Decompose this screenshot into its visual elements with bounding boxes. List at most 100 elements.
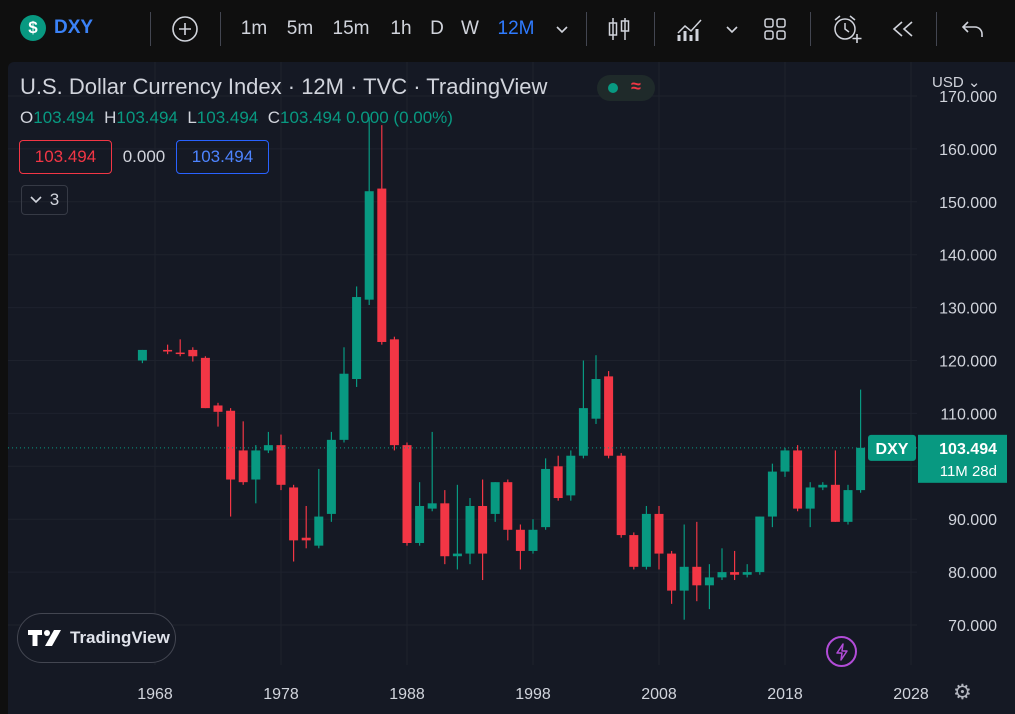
chart-settings-gear-icon[interactable]: ⚙	[953, 681, 972, 704]
indicators-count: 3	[49, 190, 60, 209]
candle-body	[301, 537, 311, 541]
indicators-button[interactable]	[674, 14, 706, 44]
delayed-data-icon: ≈	[631, 76, 641, 96]
candle-body	[238, 450, 248, 483]
currency-selector[interactable]: USD ⌄	[932, 73, 980, 91]
x-tick-label: 2028	[893, 686, 929, 703]
chart-type-button[interactable]	[604, 14, 634, 44]
tradingview-logo-text: TradingView	[70, 628, 170, 647]
sell-price-button[interactable]: 103.494	[19, 140, 112, 174]
candle	[326, 431, 336, 522]
y-tick-label: 140.000	[939, 248, 997, 265]
buy-price-button[interactable]: 103.494	[176, 140, 269, 174]
candle-body	[629, 535, 639, 567]
last-price-text: 103.494	[939, 441, 997, 458]
ohlc-values: O103.494 H103.494 L103.494 C103.494 0.00…	[20, 108, 453, 128]
candle-body	[377, 188, 387, 342]
indicators-dropdown-button[interactable]	[722, 14, 742, 44]
candle-body	[389, 339, 399, 446]
candle-body	[503, 482, 513, 530]
high-label: H	[104, 108, 117, 127]
grid-lines	[8, 62, 917, 665]
candle-body	[805, 487, 815, 509]
candle	[629, 532, 639, 570]
candle	[566, 450, 576, 501]
tradingview-logo[interactable]: TradingView	[17, 613, 176, 663]
interval-1h[interactable]: 1h	[390, 18, 412, 39]
candle-body	[251, 450, 261, 480]
bar-countdown-text: 11M 28d	[940, 463, 997, 480]
candle	[276, 434, 286, 491]
candle-body	[226, 410, 236, 480]
status-dot-icon	[608, 83, 618, 93]
candle	[641, 505, 651, 570]
candle	[352, 286, 362, 387]
chart-pane[interactable]	[8, 62, 1015, 714]
candle-body	[440, 503, 450, 557]
interval-w[interactable]: W	[461, 18, 479, 39]
x-tick-label: 1998	[515, 686, 551, 703]
toolbar-divider	[586, 12, 587, 46]
candle-body	[641, 513, 651, 567]
x-tick-label: 1968	[137, 686, 173, 703]
candle-body	[515, 529, 525, 551]
interval-dropdown-button[interactable]	[552, 14, 572, 44]
candle	[578, 360, 588, 459]
candle-body	[616, 455, 626, 536]
interval-1m[interactable]: 1m	[240, 18, 268, 39]
chevron-down-icon: ⌄	[967, 74, 981, 91]
candle-body	[213, 405, 223, 412]
candle-body	[326, 439, 336, 514]
lightning-bolt-icon[interactable]	[826, 636, 857, 667]
interval-5m[interactable]: 5m	[286, 18, 314, 39]
candle-body	[175, 352, 185, 355]
candle-body	[188, 349, 198, 357]
interval-12m[interactable]: 12M	[497, 18, 535, 39]
candle-body	[578, 408, 588, 456]
market-status-pill[interactable]: ≈	[597, 75, 655, 101]
chevron-down-icon	[726, 26, 738, 34]
candle	[188, 347, 198, 362]
compare-add-button[interactable]	[170, 14, 200, 44]
candle	[692, 521, 702, 602]
interval-15m[interactable]: 15m	[332, 18, 370, 39]
interval-d[interactable]: D	[430, 18, 444, 39]
chart-legend-title[interactable]: U.S. Dollar Currency Index · 12M · TVC ·…	[20, 74, 548, 99]
undo-arrow-icon	[961, 21, 983, 37]
x-tick-label: 2008	[641, 686, 677, 703]
low-label: L	[187, 108, 197, 127]
candle	[591, 355, 601, 424]
candle	[251, 445, 261, 504]
candle-body	[541, 468, 551, 528]
candle-body	[843, 490, 853, 522]
candle	[704, 564, 714, 610]
candle	[289, 484, 299, 562]
indicators-collapse-button[interactable]: 3	[21, 185, 68, 215]
candle	[767, 463, 777, 528]
plus-circle-icon	[172, 16, 198, 42]
candle	[679, 524, 689, 620]
symbol-search-button[interactable]: $ DXY	[20, 15, 93, 41]
candle	[616, 453, 626, 538]
candle-body	[591, 379, 601, 419]
candle	[301, 505, 311, 549]
candle	[213, 402, 223, 427]
candle-body	[490, 482, 500, 514]
open-value: 103.494	[33, 108, 95, 127]
change-value: 0.000 (0.00%)	[346, 108, 453, 127]
candle	[137, 349, 147, 364]
candle	[200, 356, 210, 409]
candle-body	[755, 516, 765, 573]
candle	[541, 458, 551, 530]
candle-body	[767, 471, 777, 517]
undo-button[interactable]	[958, 14, 988, 44]
replay-button[interactable]	[888, 14, 918, 44]
candle	[377, 125, 387, 345]
layouts-button[interactable]	[760, 14, 790, 44]
candle	[440, 490, 450, 565]
y-tick-label: 120.000	[939, 354, 997, 371]
candle	[389, 336, 399, 451]
candles-icon	[608, 18, 630, 40]
alert-button[interactable]	[830, 14, 864, 44]
